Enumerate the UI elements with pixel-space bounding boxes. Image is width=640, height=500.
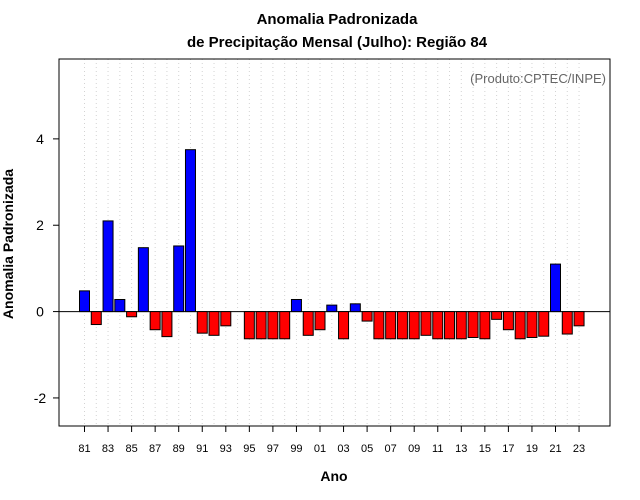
- x-tick-label: 23: [573, 443, 585, 455]
- x-tick-label: 15: [479, 443, 491, 455]
- bars-layer: [79, 149, 585, 340]
- x-tick-label: 99: [290, 443, 302, 455]
- bar-98: [279, 311, 291, 340]
- bar-07: [385, 311, 397, 340]
- x-tick-label: 03: [337, 443, 349, 455]
- y-tick-label: 4: [36, 131, 44, 147]
- x-tick-label: 95: [243, 443, 255, 455]
- bar-14: [467, 311, 479, 338]
- bar-99: [290, 298, 302, 313]
- bar-00: [302, 311, 314, 336]
- bar-22: [561, 311, 573, 335]
- x-tick-label: 97: [267, 443, 279, 455]
- x-tick-label: 05: [361, 443, 373, 455]
- bar-03: [338, 311, 350, 340]
- bar-88: [161, 311, 173, 338]
- bar-91: [196, 311, 208, 334]
- bar-90: [184, 149, 196, 313]
- x-tick-label: 19: [526, 443, 538, 455]
- bar-19: [526, 311, 538, 338]
- bar-02: [326, 304, 338, 313]
- bar-17: [502, 311, 514, 331]
- x-tick-label: 13: [455, 443, 467, 455]
- bar-21: [550, 263, 561, 313]
- x-tick-label: 89: [173, 443, 185, 455]
- y-tick-label: 0: [36, 304, 44, 320]
- chart-subtitle: de Precipitação Mensal (Julho): Região 8…: [187, 34, 488, 51]
- bar-87: [149, 311, 161, 331]
- bar-84: [114, 298, 126, 313]
- bar-13: [455, 311, 467, 340]
- bar-95: [243, 311, 255, 340]
- x-tick-label: 21: [549, 443, 561, 455]
- bar-97: [267, 311, 279, 340]
- bar-04: [349, 303, 361, 313]
- bar-85: [126, 311, 138, 318]
- x-tick-label: 09: [408, 443, 420, 455]
- x-tick-label: 17: [502, 443, 514, 455]
- bar-06: [373, 311, 385, 340]
- bar-92: [208, 311, 220, 336]
- bar-16: [491, 311, 503, 320]
- x-tick-label: 07: [385, 443, 397, 455]
- bar-18: [514, 311, 526, 340]
- bar-20: [538, 311, 550, 337]
- x-tick-label: 11: [432, 443, 443, 455]
- bar-11: [432, 311, 444, 340]
- x-tick-label: 85: [125, 443, 137, 455]
- x-tick-label: 83: [102, 443, 114, 455]
- x-tick-label: 81: [78, 443, 90, 455]
- bar-83: [102, 220, 114, 313]
- bar-89: [173, 245, 185, 313]
- x-axis-title: Ano: [320, 468, 347, 484]
- bar-08: [396, 311, 408, 340]
- bar-86: [137, 247, 149, 313]
- x-axis: 81 83 85 87 89 91 93 95 97 99 01 03 05 07 09 11 13 15 17 19…: [78, 426, 585, 455]
- bar-93: [220, 311, 232, 327]
- y-tick-label: -2: [34, 390, 47, 406]
- credit-annotation: (Produto:CPTEC/INPE): [470, 71, 606, 86]
- bar-81: [79, 290, 90, 313]
- bar-82: [90, 311, 102, 326]
- bar-05: [361, 311, 373, 322]
- bar-10: [420, 311, 432, 336]
- y-axis: -2 0 2 4: [34, 131, 59, 406]
- bar-96: [255, 311, 267, 340]
- chart-title: Anomalia Padronizada: [257, 11, 419, 28]
- x-tick-label: 01: [314, 443, 326, 455]
- bar-15: [479, 311, 491, 340]
- plot-frame: [58, 58, 611, 427]
- x-tick-label: 93: [220, 443, 232, 455]
- bar-01: [314, 311, 326, 331]
- bar-09: [408, 311, 420, 340]
- y-tick-label: 2: [36, 217, 44, 233]
- grid-layer: [84, 59, 580, 426]
- y-axis-title: Anomalia Padronizada: [0, 169, 16, 319]
- x-tick-label: 91: [196, 443, 208, 455]
- bar-23: [573, 311, 585, 327]
- x-tick-label: 87: [149, 443, 161, 455]
- bar-12: [444, 311, 456, 340]
